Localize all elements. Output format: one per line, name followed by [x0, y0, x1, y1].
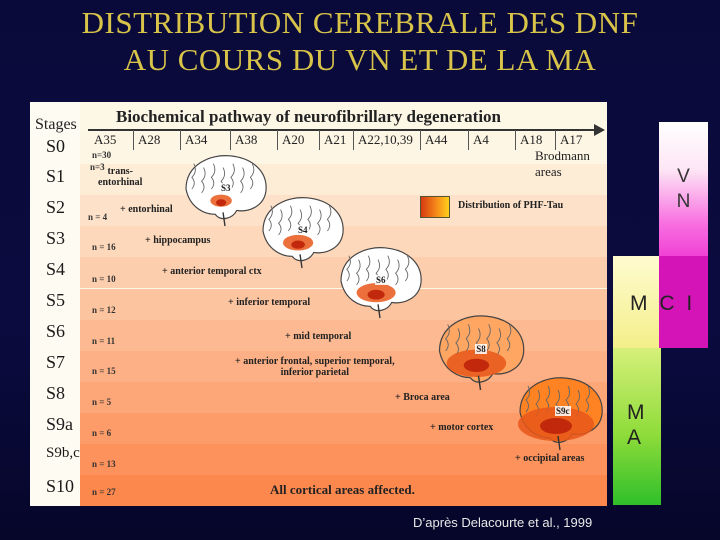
stage-band — [30, 164, 607, 196]
pathway-arrow-line — [88, 129, 596, 131]
final-stage-label: All cortical areas affected. — [270, 482, 415, 497]
stage-sample-size: n=3 — [90, 162, 105, 172]
pathway-arrow-head-icon — [594, 124, 605, 136]
stage-sample-size: n=30 — [92, 150, 112, 160]
stage-sample-size: n = 11 — [92, 336, 116, 346]
stage-label: S9b,c — [46, 445, 80, 461]
brodmann-area-label: A34 — [185, 132, 208, 147]
brodmann-area-label: A18 — [520, 132, 543, 147]
stage-label: S5 — [46, 290, 66, 310]
brain-illustration: S8 — [428, 310, 533, 392]
stage-label: S10 — [46, 476, 75, 496]
brodmann-area-label: A20 — [282, 132, 305, 147]
brain-illustration: S6 — [330, 242, 430, 320]
brodmann-area-separator — [277, 130, 278, 150]
stage-band — [30, 288, 607, 320]
stage-band — [30, 444, 607, 475]
stage-band — [30, 257, 607, 289]
stage-label: S3 — [46, 228, 66, 248]
pathway-title: Biochemical pathway of neurofibrillary d… — [116, 107, 501, 126]
stage-sample-size: n = 12 — [92, 305, 116, 315]
brain-stage-tag: S3 — [220, 182, 232, 193]
brodmann-area-label: A4 — [473, 132, 489, 147]
brodmann-area-separator — [133, 130, 134, 150]
stages-header: Stages — [35, 116, 77, 133]
stage-region-label: + motor cortex — [430, 422, 494, 433]
slide-title: DISTRIBUTION CEREBRALE DES DNF AU COURS … — [0, 4, 720, 78]
stage-label: S6 — [46, 321, 66, 341]
mci-bar-yellow — [613, 256, 661, 348]
slide-title-line-1: DISTRIBUTION CEREBRALE DES DNF — [81, 5, 639, 40]
stage-sample-size: n = 10 — [92, 274, 116, 284]
ma-bar: M A — [613, 348, 661, 505]
stage-region-label: trans- entorhinal — [98, 166, 143, 188]
brodmann-area-label: A28 — [138, 132, 161, 147]
brain-illustration: S3 — [175, 150, 275, 228]
brodmann-area-separator — [420, 130, 421, 150]
brodmann-areas-label: Brodmann areas — [535, 148, 590, 179]
brodmann-area-separator — [555, 130, 556, 150]
source-credit: D’après Delacourte et al., 1999 — [413, 515, 593, 530]
brodmann-area-separator — [515, 130, 516, 150]
brodmann-area-separator — [180, 130, 181, 150]
slide-title-line-2: AU COURS DU VN ET DE LA MA — [123, 42, 597, 77]
stage-sample-size: n = 6 — [92, 428, 112, 438]
vn-bar: V N — [659, 122, 708, 258]
stage-band — [30, 412, 607, 444]
stage-region-label: + inferior temporal — [228, 297, 311, 308]
brodmann-area-label: A21 — [324, 132, 347, 147]
mci-bar-magenta — [659, 256, 708, 348]
ma-label: M A — [627, 401, 645, 449]
neurofibrillary-degeneration-figure: Stages Biochemical pathway of neurofibri… — [30, 102, 607, 506]
phf-tau-legend-swatch — [420, 196, 450, 218]
brain-stage-tag: S8 — [475, 344, 487, 355]
stage-sample-size: n = 15 — [92, 366, 116, 376]
vn-label: V N — [676, 166, 691, 212]
stage-region-label: + mid temporal — [285, 331, 352, 342]
stage-sample-size: n = 13 — [92, 459, 116, 469]
stage-column — [30, 102, 80, 506]
stage-region-label: + hippocampus — [145, 235, 211, 246]
mci-label: M C I — [630, 292, 696, 315]
brain-illustration: S9c — [510, 372, 607, 452]
stage-sample-size: n = 4 — [88, 212, 108, 222]
stage-sample-size: n = 16 — [92, 242, 116, 252]
phf-tau-legend-label: Distribution of PHF-Tau — [458, 200, 564, 211]
brain-stage-tag: S4 — [297, 224, 309, 235]
brodmann-area-separator — [230, 130, 231, 150]
stage-label: S4 — [46, 259, 66, 279]
brodmann-area-separator — [468, 130, 469, 150]
brodmann-area-separator — [319, 130, 320, 150]
stage-sample-size: n = 27 — [92, 487, 116, 497]
stage-label: S2 — [46, 197, 66, 217]
brodmann-area-label: A38 — [235, 132, 258, 147]
stage-region-label: + Broca area — [395, 392, 450, 403]
brodmann-area-label: A22,10,39 — [358, 132, 413, 147]
brodmann-area-label: A44 — [425, 132, 448, 147]
stage-sample-size: n = 5 — [92, 397, 112, 407]
brodmann-area-label: A35 — [94, 132, 117, 147]
brain-illustration: S4 — [252, 192, 352, 270]
stage-region-label: + occipital areas — [515, 453, 585, 464]
stage-label: S1 — [46, 166, 66, 186]
stage-band — [30, 475, 607, 506]
stage-label: S8 — [46, 383, 66, 403]
stage-label: S9a — [46, 414, 73, 434]
brain-stage-tag: S9c — [555, 405, 571, 416]
stage-region-label: + anterior temporal ctx — [162, 266, 262, 277]
stage-region-label: + entorhinal — [120, 204, 173, 215]
stage-region-label: + anterior frontal, superior temporal, i… — [235, 356, 395, 378]
brodmann-area-separator — [353, 130, 354, 150]
stage-label: S7 — [46, 352, 66, 372]
stage-label: S0 — [46, 136, 66, 156]
stage-band — [30, 381, 607, 413]
stage-band — [30, 133, 607, 164]
brodmann-area-label: A17 — [560, 132, 583, 147]
brain-stage-tag: S6 — [375, 274, 387, 285]
